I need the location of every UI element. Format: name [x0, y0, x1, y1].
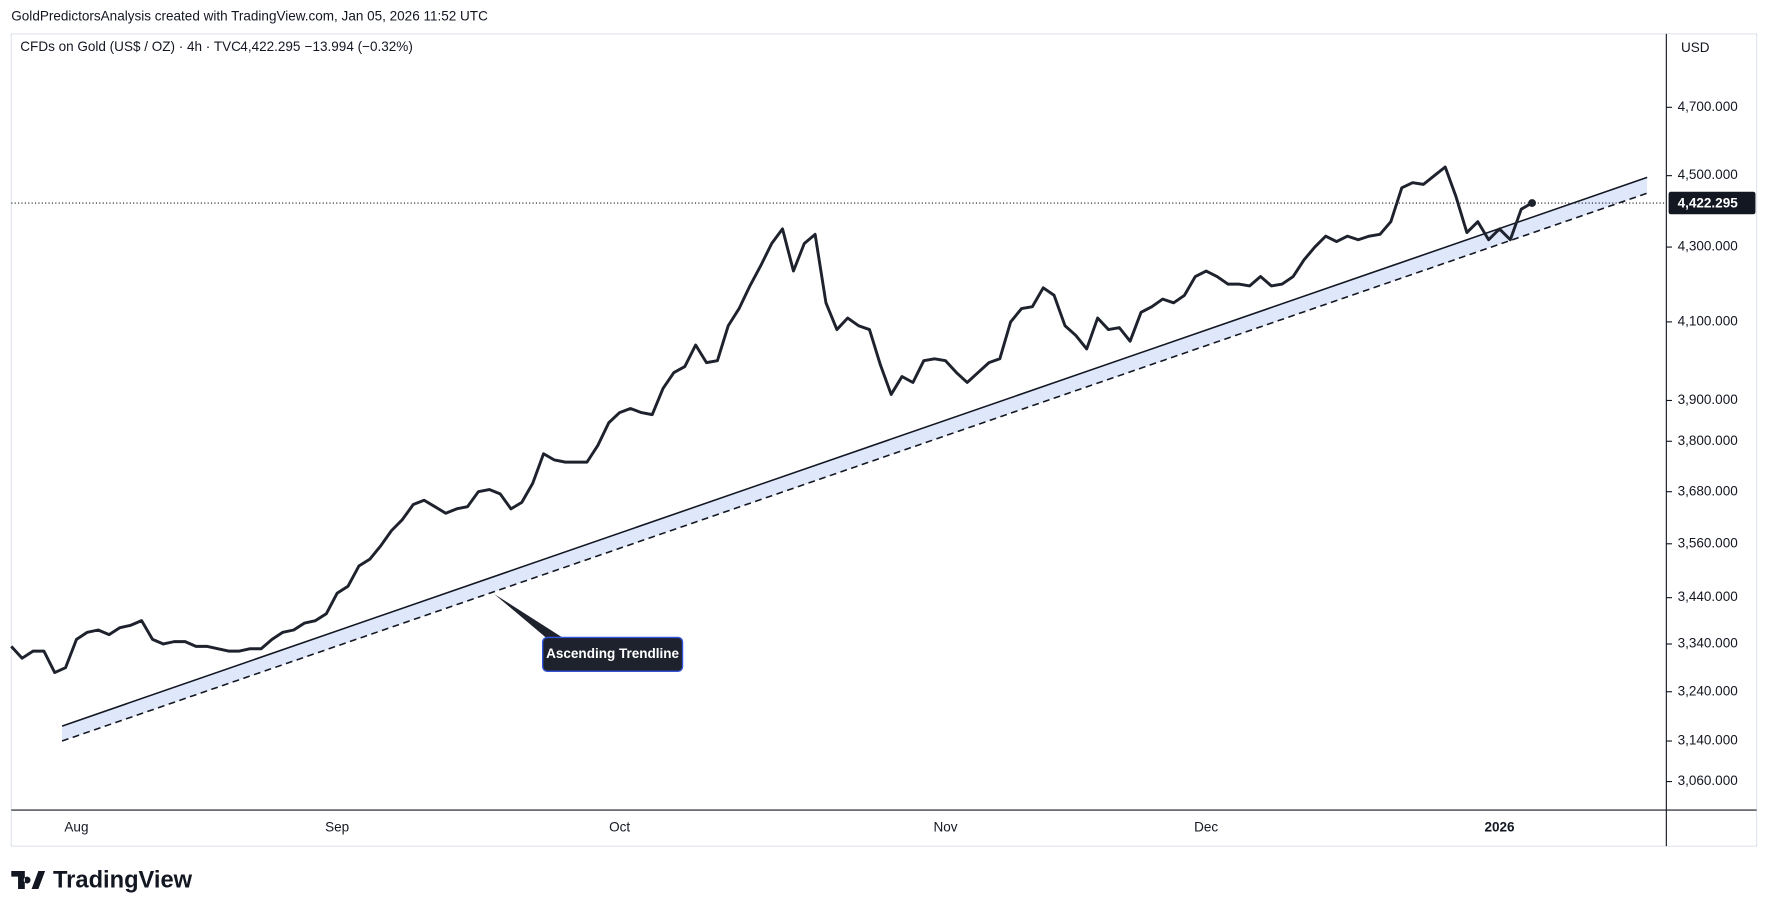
currency-label: USD — [1681, 40, 1710, 55]
x-tick-label: Oct — [609, 820, 630, 835]
y-tick-label: 4,300.000 — [1678, 239, 1738, 254]
attribution: GoldPredictorsAnalysis created with Trad… — [11, 9, 488, 24]
y-tick-label: 3,900.000 — [1678, 392, 1738, 407]
price-tag-label: 4,422.295 — [1678, 196, 1739, 211]
y-tick-label: 3,140.000 — [1678, 733, 1738, 748]
y-tick-label: 3,560.000 — [1678, 535, 1738, 550]
y-tick-label: 3,800.000 — [1678, 433, 1738, 448]
brand-logo: TradingView — [11, 867, 193, 893]
callout-box — [541, 636, 684, 672]
trend-band — [62, 177, 1648, 742]
price-tag — [1668, 191, 1756, 215]
change-value: −13.994 (−0.32%) — [305, 39, 413, 54]
chart-frame — [10, 33, 1758, 847]
trendline — [61, 192, 1648, 742]
last-value: 4,422.295 — [240, 39, 300, 54]
callout-pointer — [494, 593, 565, 639]
y-tick-label: 3,680.000 — [1678, 483, 1738, 498]
x-tick-label: 2026 — [1484, 820, 1515, 835]
y-tick-label: 3,340.000 — [1678, 636, 1738, 651]
brand-name: TradingView — [53, 867, 193, 893]
price-line — [10, 165, 1533, 674]
annotation-text: Ascending Trendline — [546, 646, 679, 661]
symbol-info: CFDs on Gold (US$ / OZ) · 4h · TVC — [20, 39, 241, 54]
x-tick-label: Aug — [64, 820, 88, 835]
x-tick-label: Dec — [1194, 820, 1218, 835]
y-tick-label: 3,060.000 — [1678, 773, 1738, 788]
x-tick-label: Nov — [933, 820, 957, 835]
y-tick-label: 4,700.000 — [1678, 99, 1738, 114]
y-tick-label: 4,500.000 — [1678, 167, 1738, 182]
y-tick-label: 3,240.000 — [1678, 683, 1738, 698]
y-tick-label: 3,440.000 — [1678, 589, 1738, 604]
x-tick-label: Sep — [325, 820, 349, 835]
y-tick-label: 4,100.000 — [1678, 313, 1738, 328]
last-point — [1528, 199, 1537, 207]
trendline — [61, 176, 1648, 727]
annotation: Ascending Trendline — [494, 593, 684, 672]
